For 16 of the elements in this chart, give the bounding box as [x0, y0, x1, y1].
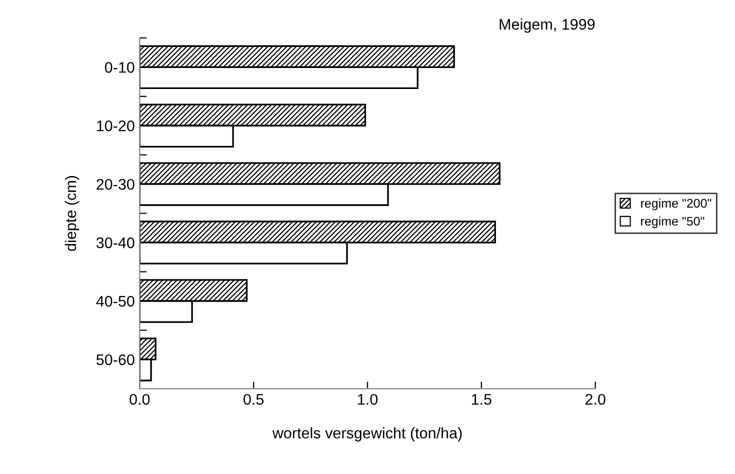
chart-title: Meigem, 1999 [500, 18, 595, 33]
legend-label: regime "50" [641, 216, 704, 228]
x-tick-label: 1.5 [472, 394, 492, 405]
x-tick-label: 1.0 [358, 394, 378, 405]
y-tick-label: 0-10 [104, 62, 134, 73]
y-tick-label: 10-20 [97, 120, 134, 132]
y-tick-label: 40-50 [96, 296, 134, 307]
y-tick-label: 20-30 [96, 178, 134, 190]
x-axis-title: wortels versgewicht (ton/ha) [272, 427, 462, 442]
y-axis-title: diepte (cm) [64, 176, 80, 251]
x-tick-label: 0.5 [244, 394, 264, 405]
legend-label: regime "200" [641, 198, 712, 210]
x-tick-label: 2.0 [586, 394, 606, 405]
x-tick-label: 0.0 [130, 394, 150, 405]
y-tick-label: 30-40 [96, 237, 134, 248]
y-tick-label: 50-60 [96, 354, 134, 366]
